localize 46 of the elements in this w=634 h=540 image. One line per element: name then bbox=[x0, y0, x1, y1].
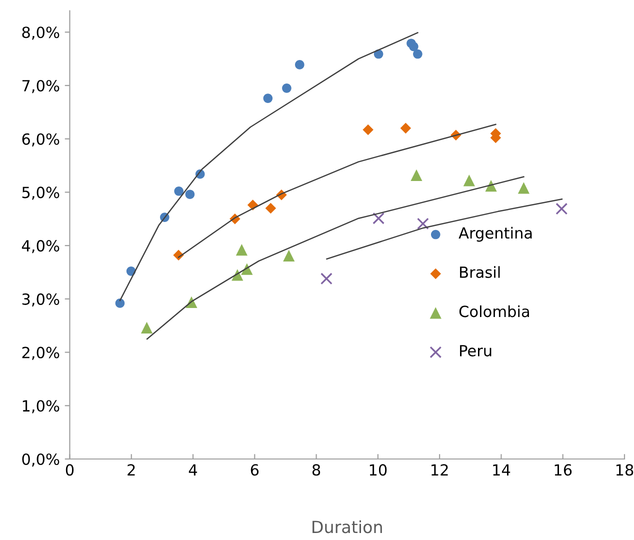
point bbox=[283, 250, 295, 262]
x-tick-label: 0 bbox=[66, 464, 74, 476]
point bbox=[320, 272, 332, 285]
y-tick-label: 6,0% bbox=[22, 133, 60, 146]
x-tick-label: 8 bbox=[312, 464, 320, 476]
y-tick-label: 3,0% bbox=[22, 293, 60, 307]
y-tick-label: 5,0% bbox=[22, 186, 60, 200]
legend-label: Peru bbox=[460, 345, 492, 356]
point bbox=[409, 42, 418, 52]
point bbox=[518, 182, 530, 194]
x-tick-label: 6 bbox=[250, 464, 259, 476]
y-tick-label: 4,0% bbox=[22, 240, 60, 254]
point bbox=[416, 218, 429, 230]
y-tick-label: 0,0% bbox=[22, 453, 60, 467]
x-tick-label: 2 bbox=[128, 464, 135, 476]
legend-label: Brasil bbox=[460, 266, 500, 278]
x-tick-label: 16 bbox=[554, 464, 572, 476]
point bbox=[413, 49, 422, 59]
legend-label: Colombia bbox=[459, 305, 529, 318]
point bbox=[174, 186, 184, 196]
point bbox=[362, 124, 374, 136]
y-tick-label: 1,0% bbox=[22, 400, 60, 414]
point bbox=[185, 190, 195, 200]
point bbox=[115, 298, 125, 308]
point bbox=[372, 212, 385, 224]
x-tick-label: 14 bbox=[493, 464, 510, 476]
x-tick-label: 4 bbox=[188, 464, 198, 476]
point bbox=[236, 244, 248, 256]
y-tick-label: 8,0% bbox=[22, 26, 60, 40]
point bbox=[294, 60, 304, 70]
x-axis-title: Duration bbox=[312, 520, 382, 534]
point bbox=[463, 174, 475, 186]
point bbox=[410, 169, 422, 181]
point bbox=[263, 94, 273, 103]
line-series bbox=[326, 198, 563, 260]
point bbox=[556, 202, 568, 215]
x-tick-label: 12 bbox=[432, 464, 448, 476]
point bbox=[265, 202, 276, 214]
y-tick-label: 2,0% bbox=[22, 346, 60, 360]
point bbox=[140, 322, 153, 334]
y-tick-label: 7,0% bbox=[22, 80, 60, 94]
legend-label: Argentina bbox=[458, 226, 532, 242]
x-tick-label: 18 bbox=[616, 464, 634, 476]
point bbox=[282, 84, 292, 93]
x-tick-label: 10 bbox=[370, 464, 387, 476]
point bbox=[400, 122, 412, 134]
